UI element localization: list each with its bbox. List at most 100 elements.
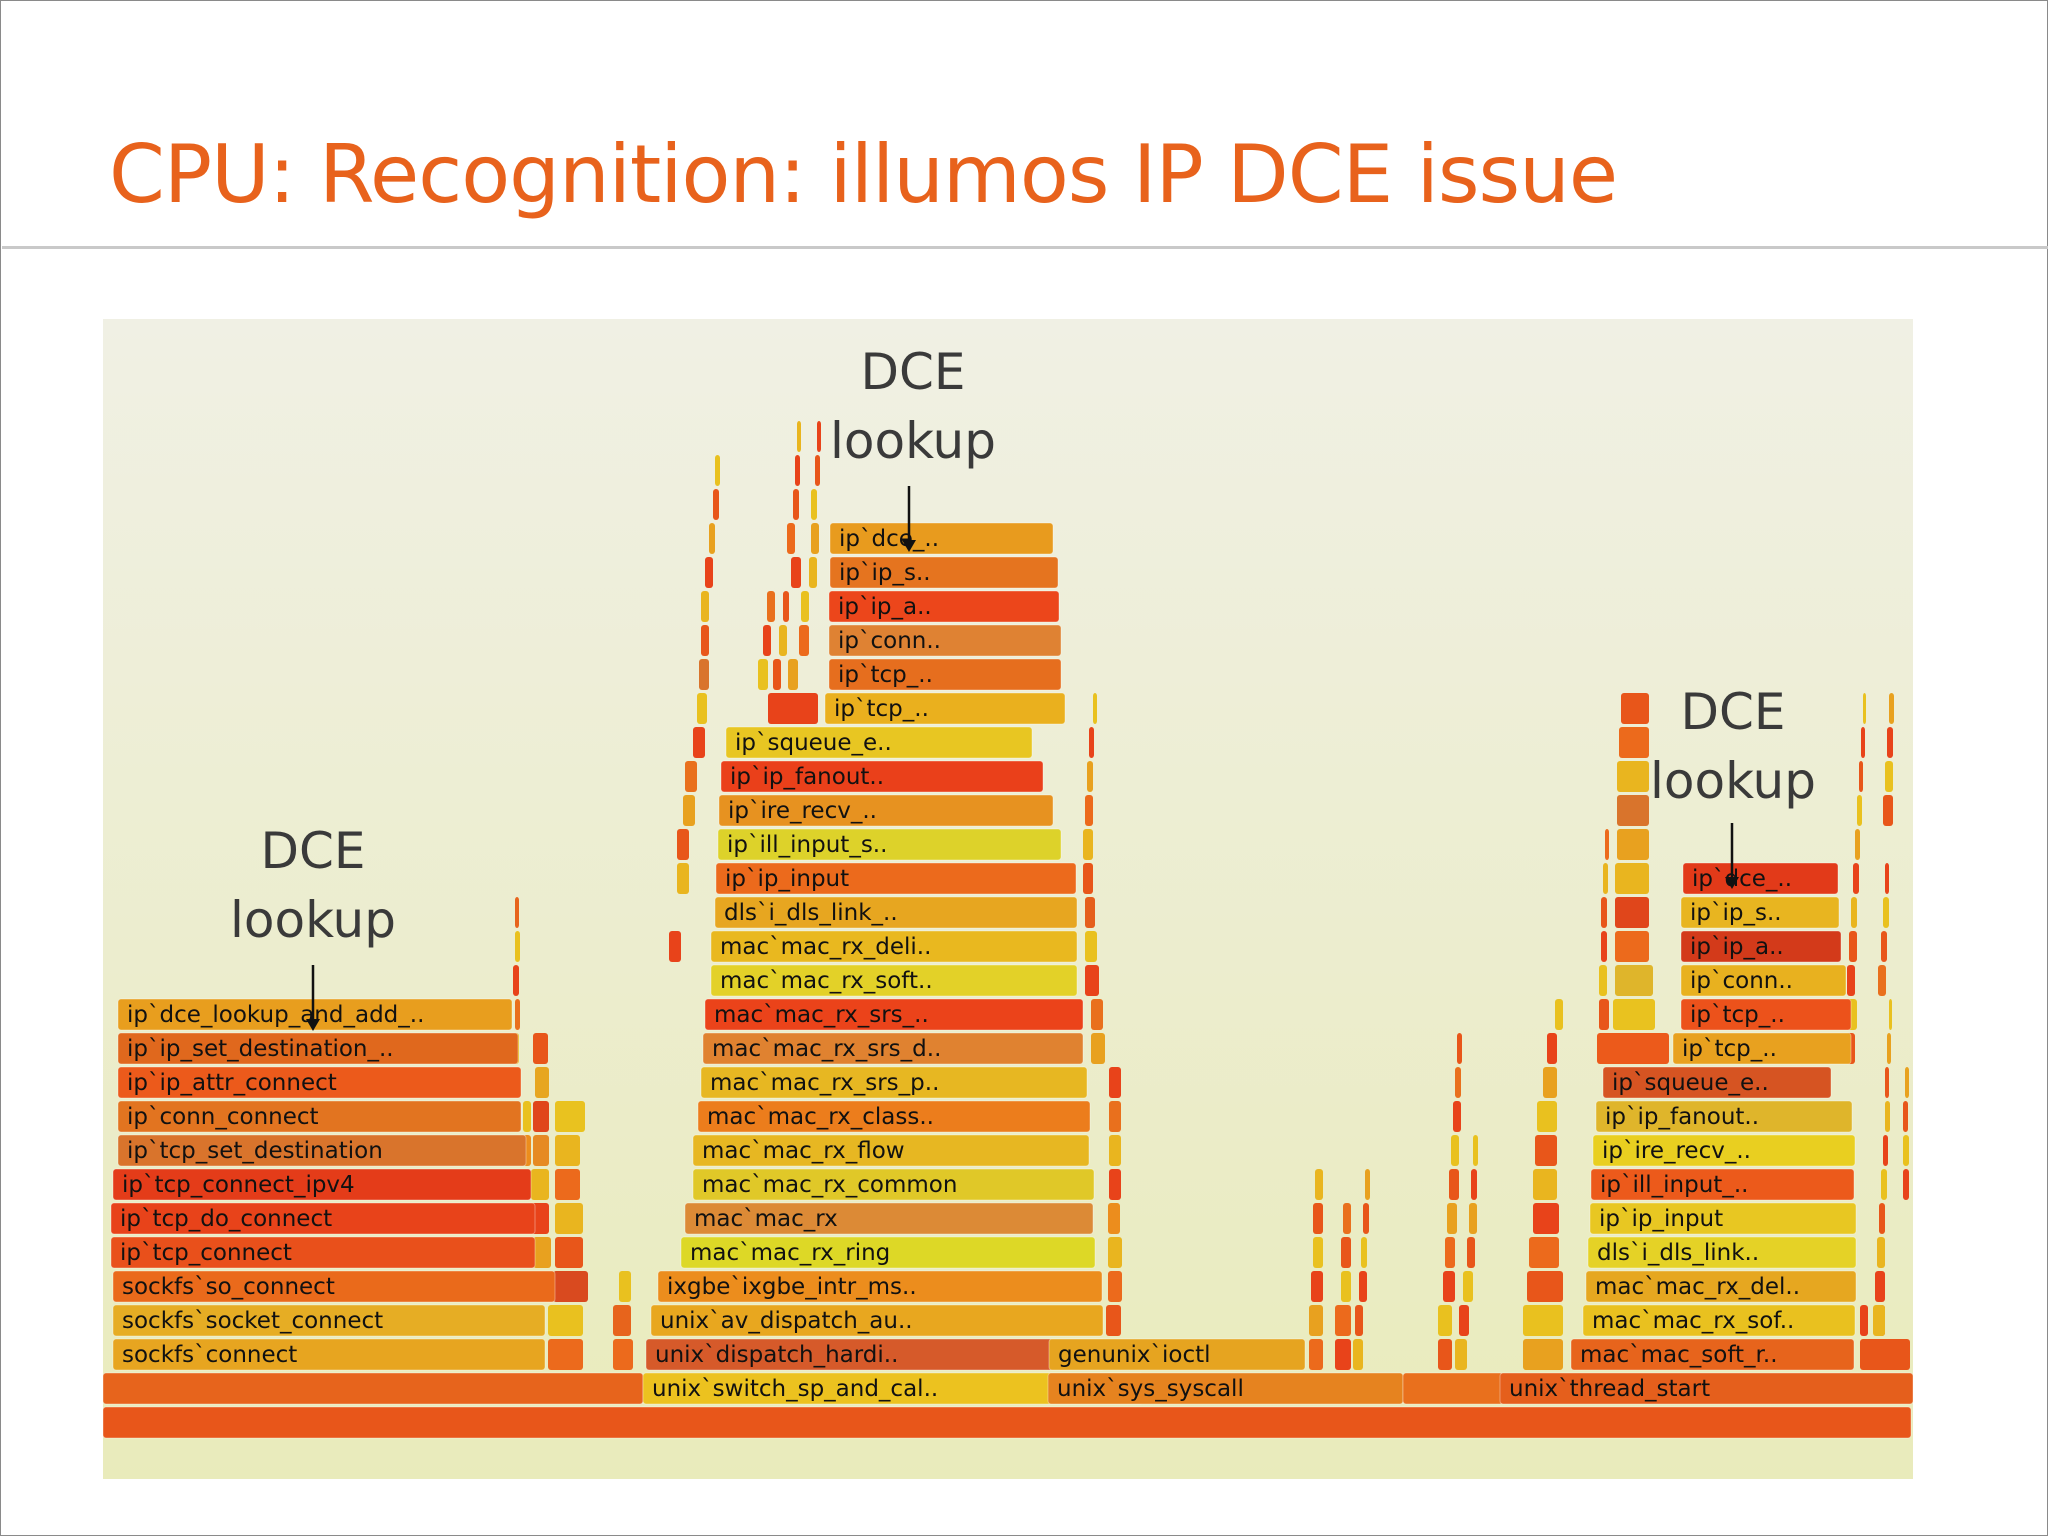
flame-tip-frame <box>1878 965 1886 996</box>
flame-tip-frame <box>669 931 681 962</box>
stack-frame: unix`thread_start <box>1499 1372 1913 1405</box>
flame-tip-frame <box>1860 1339 1910 1370</box>
stack-frame-label: ip`tcp_set_destination <box>127 1138 383 1164</box>
stack-frame-bar <box>1680 998 1852 1031</box>
flame-tip-frame <box>1523 1339 1563 1370</box>
flame-tip-frame <box>1555 999 1563 1030</box>
stack-frame-bar <box>1570 1338 1855 1371</box>
flame-tip-frame <box>1457 1033 1462 1064</box>
stack-frame-label: ip`dce_.. <box>1692 866 1792 892</box>
flame-tip-frame <box>1353 1339 1363 1370</box>
flame-tip-frame <box>1881 931 1887 962</box>
stack-frame: ip`squeue_e.. <box>725 726 1033 759</box>
flame-graph-canvas: unix`switch_sp_and_cal.. unix`sys_syscall… <box>103 343 1913 1439</box>
stack-frame: ip`ill_input_.. <box>1590 1168 1855 1201</box>
stack-frame: unix`switch_sp_and_cal.. <box>642 1372 1144 1405</box>
stack-frame-label: unix`av_dispatch_au.. <box>660 1308 913 1334</box>
stack-frame-label: ip`ill_input_s.. <box>727 832 887 858</box>
flame-tip-frame <box>1543 1067 1557 1098</box>
stack-frame: ip`tcp_do_connect <box>110 1202 536 1235</box>
flame-tip-frame <box>779 625 787 656</box>
flame-tip-frame <box>1108 1271 1122 1302</box>
stack-frame-label: sockfs`so_connect <box>122 1274 335 1300</box>
stack-frame: ip`ip_set_destination_.. <box>117 1032 519 1065</box>
flame-tip-frame <box>548 1339 583 1370</box>
flame-tip-frame <box>1885 761 1893 792</box>
stack-frame-bar <box>680 1236 1096 1269</box>
flame-tip-frame <box>685 761 697 792</box>
stack-frame: ip`tcp_.. <box>1680 998 1852 1031</box>
flame-tip-frame <box>1313 1203 1323 1234</box>
flame-tip-frame <box>1109 1169 1121 1200</box>
flame-tip-frame <box>1887 727 1893 758</box>
stack-frame-label: ip`tcp_.. <box>1690 1002 1785 1028</box>
annotation-line2: lookup <box>1650 752 1816 810</box>
stack-frame-bar <box>657 1270 1103 1303</box>
stack-frame: ip`conn_connect <box>117 1100 522 1133</box>
flame-tip-frame <box>758 659 768 690</box>
stack-frame: mac`mac_rx_srs_.. <box>704 998 1084 1031</box>
stack-frame-label: dls`i_dls_link.. <box>1597 1240 1759 1266</box>
flame-tip-frame <box>1615 931 1649 962</box>
flame-tip-frame <box>1847 965 1855 996</box>
stack-frame-label: sockfs`connect <box>122 1342 297 1368</box>
stack-frame-bar <box>829 522 1054 555</box>
stack-frame: sockfs`socket_connect <box>112 1304 546 1337</box>
stack-frame-bar <box>1682 862 1839 895</box>
flame-tip-frame <box>533 1033 548 1064</box>
stack-frame-bar <box>1592 1134 1856 1167</box>
flame-tip-frame <box>1085 965 1099 996</box>
stack-frame-label: ip`dce_lookup_and_add_.. <box>127 1002 424 1028</box>
stack-frame-bar <box>692 1168 1095 1201</box>
flame-tip-frame <box>1597 1033 1669 1064</box>
flame-tip-frame <box>1108 1203 1120 1234</box>
annotation-line1: DCE <box>260 822 365 880</box>
stack-frame-label: mac`mac_rx_srs_.. <box>714 1002 929 1028</box>
flame-tip-frame <box>1615 863 1649 894</box>
flame-tip-frame <box>783 591 789 622</box>
flame-tip-frame <box>533 1135 549 1166</box>
flame-tip-frame <box>533 1101 549 1132</box>
stack-frame: ip`dce_.. <box>1682 862 1839 895</box>
stack-frame-label: ip`conn.. <box>838 628 941 654</box>
stack-frame-bar <box>1680 930 1842 963</box>
stack-frame: ip`ip_input <box>715 862 1077 895</box>
annotation-line2: lookup <box>230 891 396 949</box>
stack-frame-bar <box>650 1304 1104 1337</box>
flame-tip-frame <box>787 523 795 554</box>
flame-tip-frame <box>1873 1305 1885 1336</box>
stack-frame: ip`ip_fanout.. <box>720 760 1044 793</box>
flame-tip-frame <box>815 455 820 486</box>
flame-tip-frame <box>1875 1271 1885 1302</box>
flame-tip-frame <box>697 693 707 724</box>
stack-frame-label: ip`ip_attr_connect <box>127 1070 337 1096</box>
flame-tip-frame <box>1365 1169 1370 1200</box>
stack-frame-label: ip`ire_recv_.. <box>1602 1138 1751 1164</box>
stack-frame: dls`i_dls_link.. <box>1587 1236 1857 1269</box>
stack-frame-label: ip`tcp_do_connect <box>120 1206 332 1232</box>
flame-tip-frame <box>1889 693 1894 724</box>
stack-frame: ip`tcp_connect <box>110 1236 536 1269</box>
stack-frame: mac`mac_rx_flow <box>692 1134 1090 1167</box>
stack-frame-label: mac`mac_rx <box>694 1206 838 1232</box>
flame-tip-frame <box>1903 1135 1909 1166</box>
stack-frame-label: mac`mac_rx_class.. <box>707 1104 934 1130</box>
flame-tip-frame <box>1617 795 1649 826</box>
flame-tip-frame <box>1547 1033 1557 1064</box>
flame-tip-frame <box>1089 727 1094 758</box>
stack-frame-label: mac`mac_rx_deli.. <box>720 934 931 960</box>
stack-frame-label: ip`tcp_.. <box>834 696 929 722</box>
stack-frame: ip`conn.. <box>828 624 1062 657</box>
stack-frame-bar <box>697 1100 1091 1133</box>
flame-tip-frame <box>555 1101 585 1132</box>
flame-tip-frame <box>1860 1305 1868 1336</box>
stack-frame-label: mac`mac_soft_r.. <box>1580 1342 1778 1368</box>
flame-tip-frame <box>1451 1135 1459 1166</box>
stack-frame <box>103 1406 1912 1439</box>
stack-frame-label: unix`switch_sp_and_cal.. <box>652 1376 938 1402</box>
stack-frame-label: ip`dce_.. <box>839 526 939 552</box>
flame-tip-frame <box>1883 897 1889 928</box>
stack-frame-bar <box>110 1236 536 1269</box>
flame-tip-frame <box>811 523 819 554</box>
